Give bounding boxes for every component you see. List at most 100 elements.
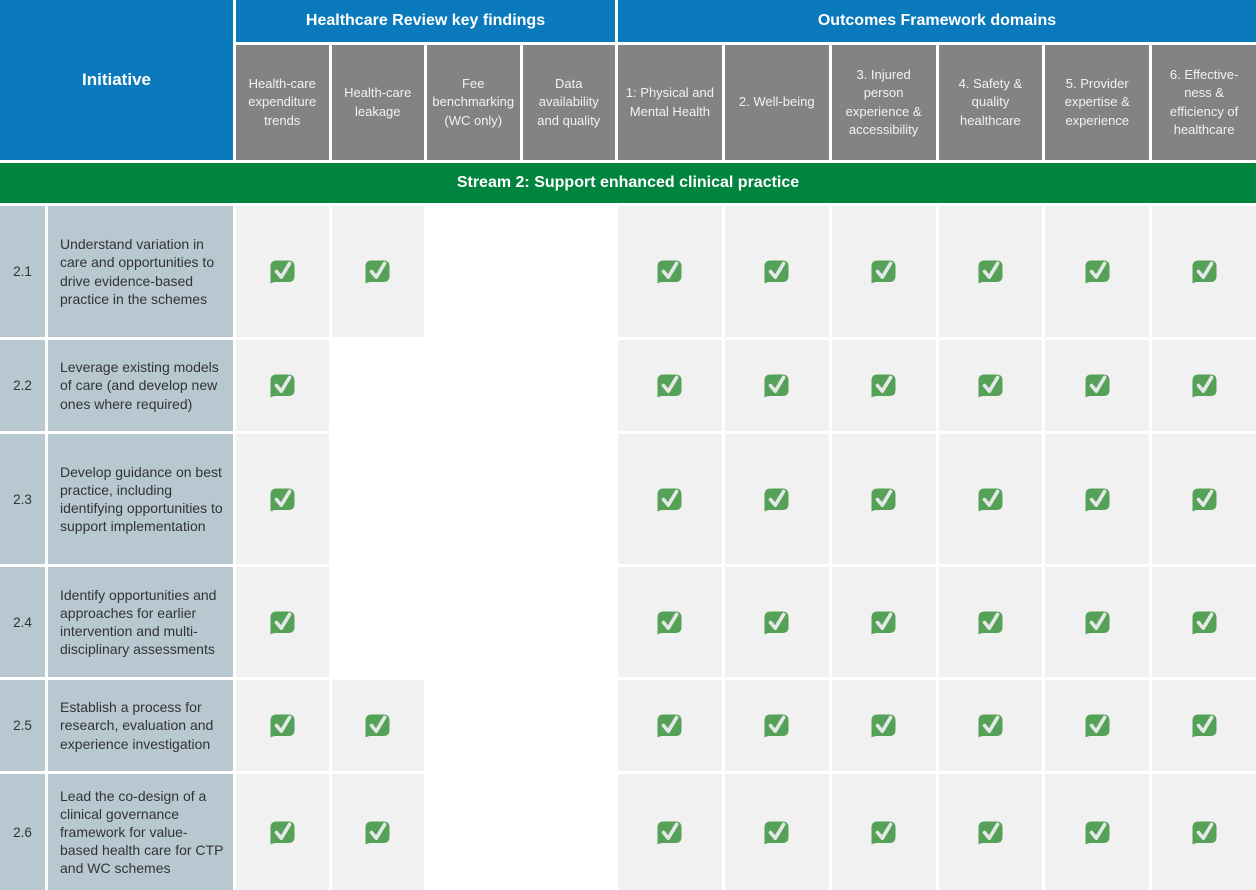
- checked-cell: [331, 774, 424, 890]
- outcomes-column-header: 1: Physical and Mental Health: [618, 45, 722, 160]
- checked-cell: [1045, 340, 1150, 431]
- checked-cell: [831, 680, 936, 771]
- green-check-icon: [871, 488, 896, 511]
- green-check-icon: [1192, 714, 1217, 738]
- checked-cell: [618, 774, 722, 890]
- checked-cell: [1152, 206, 1256, 337]
- green-check-icon: [764, 611, 789, 634]
- empty-cell: [522, 340, 615, 431]
- initiative-description: Establish a process for research, evalua…: [48, 680, 233, 771]
- green-check-icon: [1085, 821, 1110, 844]
- green-check-icon: [871, 611, 896, 634]
- green-check-icon: [764, 714, 789, 738]
- green-check-icon: [978, 714, 1003, 738]
- findings-column-header: Health-care leakage: [331, 45, 424, 160]
- green-check-icon: [365, 821, 390, 844]
- checked-cell: [618, 680, 722, 771]
- empty-cell: [427, 340, 520, 431]
- empty-cell: [427, 206, 520, 337]
- checked-cell: [1152, 774, 1256, 890]
- checked-cell: [831, 206, 936, 337]
- outcomes-column-header: 3. Injured person experience & accessibi…: [831, 45, 936, 160]
- green-check-icon: [764, 821, 789, 844]
- empty-cell: [522, 434, 615, 564]
- empty-cell: [427, 774, 520, 890]
- checked-cell: [724, 680, 829, 771]
- checked-cell: [1152, 680, 1256, 771]
- initiative-description: Lead the co-design of a clinical governa…: [48, 774, 233, 890]
- checked-cell: [938, 206, 1043, 337]
- outcomes-column-header: 6. Effective-ness & efficiency of health…: [1152, 45, 1256, 160]
- initiative-number: 2.5: [0, 680, 45, 771]
- checked-cell: [331, 680, 424, 771]
- checked-cell: [618, 434, 722, 564]
- checked-cell: [1045, 774, 1150, 890]
- initiative-number: 2.3: [0, 434, 45, 564]
- green-check-icon: [1192, 611, 1217, 634]
- empty-cell: [427, 434, 520, 564]
- green-check-icon: [764, 260, 789, 284]
- checked-cell: [1152, 567, 1256, 677]
- green-check-icon: [1192, 488, 1217, 511]
- findings-column-header: Fee benchmarking (WC only): [427, 45, 520, 160]
- checked-cell: [236, 567, 329, 677]
- checked-cell: [831, 434, 936, 564]
- checked-cell: [1045, 680, 1150, 771]
- green-check-icon: [978, 821, 1003, 844]
- empty-cell: [427, 680, 520, 771]
- checked-cell: [1045, 567, 1150, 677]
- initiative-description: Understand variation in care and opportu…: [48, 206, 233, 337]
- outcomes-column-header: 2. Well-being: [724, 45, 829, 160]
- empty-cell: [522, 774, 615, 890]
- checked-cell: [938, 680, 1043, 771]
- green-check-icon: [657, 714, 682, 738]
- checked-cell: [724, 340, 829, 431]
- checked-cell: [831, 567, 936, 677]
- checked-cell: [724, 206, 829, 337]
- empty-cell: [522, 680, 615, 771]
- initiative-number: 2.1: [0, 206, 45, 337]
- green-check-icon: [657, 821, 682, 844]
- checked-cell: [938, 774, 1043, 890]
- outcomes-column-header: 5. Provider expertise & experience: [1045, 45, 1150, 160]
- green-check-icon: [365, 260, 390, 284]
- checked-cell: [1045, 434, 1150, 564]
- checked-cell: [1045, 206, 1150, 337]
- green-check-icon: [1085, 488, 1110, 511]
- initiative-description: Identify opportunities and approaches fo…: [48, 567, 233, 677]
- checked-cell: [618, 567, 722, 677]
- green-check-icon: [657, 374, 682, 398]
- checked-cell: [1152, 340, 1256, 431]
- green-check-icon: [978, 260, 1003, 284]
- checked-cell: [331, 206, 424, 337]
- green-check-icon: [871, 714, 896, 738]
- empty-cell: [522, 206, 615, 337]
- checked-cell: [724, 774, 829, 890]
- green-check-icon: [365, 714, 390, 738]
- green-check-icon: [270, 260, 295, 284]
- findings-group-header: Healthcare Review key findings: [236, 0, 615, 42]
- checked-cell: [724, 567, 829, 677]
- green-check-icon: [657, 488, 682, 511]
- checked-cell: [236, 680, 329, 771]
- empty-cell: [331, 567, 424, 677]
- checked-cell: [618, 340, 722, 431]
- green-check-icon: [764, 374, 789, 398]
- checked-cell: [236, 774, 329, 890]
- initiative-number: 2.2: [0, 340, 45, 431]
- empty-cell: [331, 434, 424, 564]
- green-check-icon: [764, 488, 789, 511]
- checked-cell: [938, 434, 1043, 564]
- checked-cell: [236, 340, 329, 431]
- checked-cell: [236, 206, 329, 337]
- checked-cell: [1152, 434, 1256, 564]
- green-check-icon: [270, 611, 295, 634]
- findings-column-header: Data availability and quality: [522, 45, 615, 160]
- outcomes-group-header: Outcomes Framework domains: [618, 0, 1256, 42]
- green-check-icon: [270, 374, 295, 398]
- green-check-icon: [871, 374, 896, 398]
- checked-cell: [831, 340, 936, 431]
- green-check-icon: [270, 821, 295, 844]
- green-check-icon: [270, 714, 295, 738]
